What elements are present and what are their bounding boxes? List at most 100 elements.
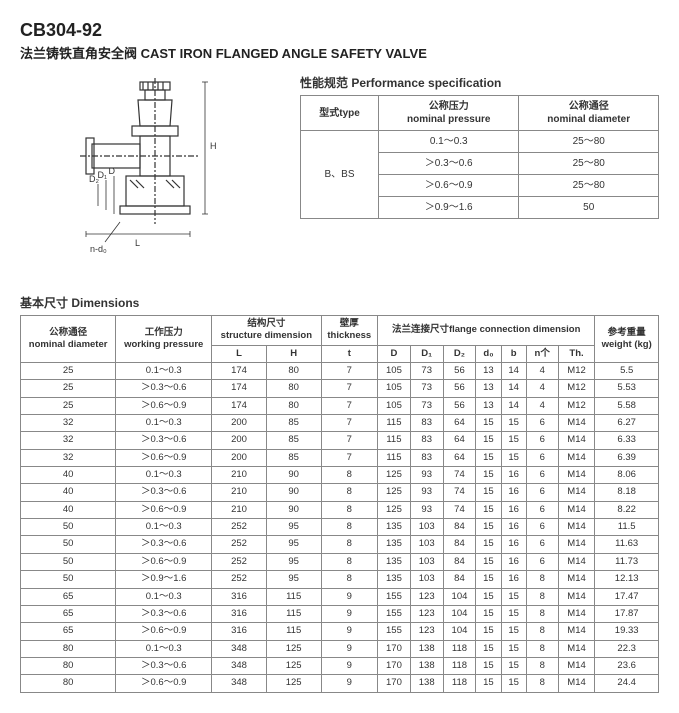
table-cell: 125 [378, 501, 411, 518]
table-cell: 80 [266, 363, 321, 380]
table-cell: 252 [212, 553, 267, 570]
table-cell: ＞0.6～0.9 [116, 449, 212, 466]
th-Th: Th. [558, 345, 595, 362]
table-cell: 174 [212, 363, 267, 380]
table-cell: 80 [21, 657, 116, 674]
table-cell: 8 [321, 536, 378, 553]
table-cell: 118 [443, 640, 476, 657]
table-cell: 8 [526, 623, 558, 640]
table-cell: 90 [266, 467, 321, 484]
table-cell: M14 [558, 588, 595, 605]
table-cell: 13 [476, 363, 501, 380]
table-cell: 138 [410, 640, 443, 657]
table-cell: 7 [321, 380, 378, 397]
table-cell: ＞0.3～0.6 [116, 380, 212, 397]
table-cell: 74 [443, 484, 476, 501]
table-cell: 15 [501, 640, 526, 657]
th-H: H [266, 345, 321, 362]
table-cell: 348 [212, 640, 267, 657]
table-cell: 32 [21, 432, 116, 449]
table-cell: M14 [558, 605, 595, 622]
spec-pressure-cell: 0.1～0.3 [379, 131, 519, 153]
table-cell: 7 [321, 432, 378, 449]
table-cell: 200 [212, 415, 267, 432]
table-cell: 15 [476, 449, 501, 466]
table-cell: M14 [558, 484, 595, 501]
table-cell: 56 [443, 380, 476, 397]
spec-diameter-cell: 25～80 [519, 131, 659, 153]
table-cell: M14 [558, 519, 595, 536]
table-cell: 13 [476, 380, 501, 397]
table-cell: 8.18 [595, 484, 659, 501]
table-cell: 8 [526, 640, 558, 657]
table-cell: 6 [526, 536, 558, 553]
table-cell: 7 [321, 415, 378, 432]
table-cell: 8 [526, 605, 558, 622]
spec-type-cell: B、BS [301, 131, 379, 219]
spec-th-type: 型式type [301, 96, 379, 131]
table-cell: 24.4 [595, 675, 659, 692]
spec-diameter-cell: 25～80 [519, 153, 659, 175]
table-cell: 115 [266, 605, 321, 622]
table-cell: 15 [501, 605, 526, 622]
table-cell: ＞0.3～0.6 [116, 484, 212, 501]
table-cell: 80 [21, 675, 116, 692]
table-cell: 15 [476, 484, 501, 501]
table-cell: 9 [321, 605, 378, 622]
table-cell: 73 [410, 363, 443, 380]
table-cell: 210 [212, 467, 267, 484]
table-cell: 15 [501, 449, 526, 466]
table-cell: 103 [410, 571, 443, 588]
table-cell: 0.1～0.3 [116, 588, 212, 605]
table-cell: 22.3 [595, 640, 659, 657]
table-cell: M14 [558, 571, 595, 588]
table-cell: 125 [378, 467, 411, 484]
table-cell: 115 [266, 588, 321, 605]
table-cell: 90 [266, 501, 321, 518]
table-cell: 9 [321, 640, 378, 657]
table-cell: 123 [410, 588, 443, 605]
table-cell: 25 [21, 397, 116, 414]
table-cell: 85 [266, 415, 321, 432]
table-cell: 8 [526, 588, 558, 605]
table-row: 650.1～0.3316115915512310415158M1417.47 [21, 588, 659, 605]
table-cell: 64 [443, 432, 476, 449]
table-cell: 14 [501, 363, 526, 380]
technical-diagram: H L D D₁ D₂ n-d₀ [20, 74, 280, 274]
table-cell: 105 [378, 380, 411, 397]
table-cell: 8.06 [595, 467, 659, 484]
table-cell: 8 [526, 675, 558, 692]
table-row: 25＞0.3～0.6174807105735613144M125.53 [21, 380, 659, 397]
table-cell: 115 [378, 449, 411, 466]
dim-nd0: n-d₀ [90, 244, 107, 254]
table-cell: 103 [410, 519, 443, 536]
table-cell: M14 [558, 640, 595, 657]
table-row: 40＞0.3～0.6210908125937415166M148.18 [21, 484, 659, 501]
table-cell: ＞0.3～0.6 [116, 536, 212, 553]
table-cell: 6.27 [595, 415, 659, 432]
table-cell: 15 [501, 675, 526, 692]
table-cell: 6 [526, 553, 558, 570]
table-cell: 15 [476, 432, 501, 449]
table-cell: 4 [526, 397, 558, 414]
table-cell: 12.13 [595, 571, 659, 588]
table-row: 32＞0.3～0.6200857115836415156M146.33 [21, 432, 659, 449]
model-code: CB304-92 [20, 20, 659, 41]
table-row: 80＞0.6～0.9348125917013811815158M1424.4 [21, 675, 659, 692]
table-cell: 104 [443, 623, 476, 640]
table-cell: 83 [410, 415, 443, 432]
th-D2: D₂ [443, 345, 476, 362]
th-th: 壁厚 thickness [321, 316, 378, 346]
dim-D2: D₂ [89, 174, 99, 184]
th-weight: 参考重量 weight (kg) [595, 316, 659, 363]
table-cell: 252 [212, 571, 267, 588]
table-cell: 56 [443, 363, 476, 380]
table-cell: 50 [21, 536, 116, 553]
table-cell: 115 [378, 432, 411, 449]
table-cell: 15 [501, 432, 526, 449]
dim-H: H [210, 141, 217, 151]
table-cell: 9 [321, 623, 378, 640]
th-b: b [501, 345, 526, 362]
table-cell: 16 [501, 484, 526, 501]
th-flange: 法兰连接尺寸flange connection dimension [378, 316, 595, 346]
